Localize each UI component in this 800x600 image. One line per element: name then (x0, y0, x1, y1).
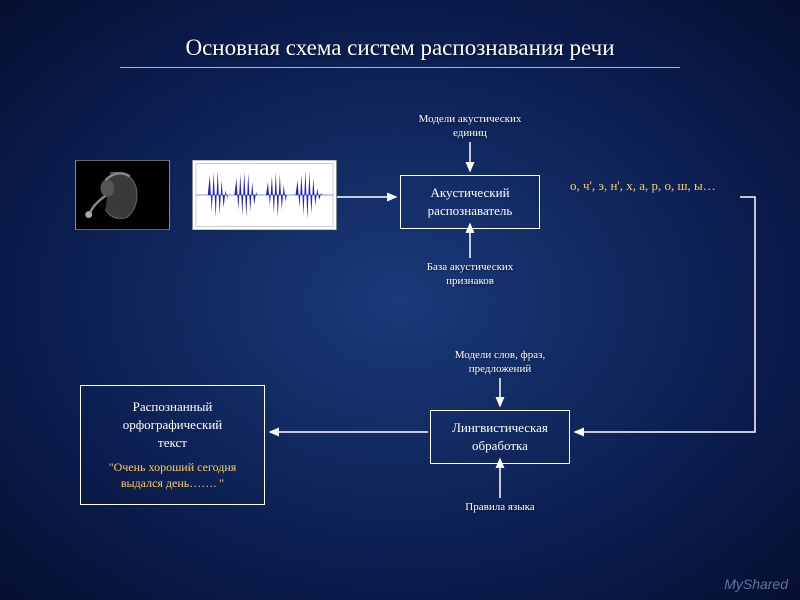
watermark: MyShared (724, 576, 788, 592)
diagram-arrows (0, 0, 800, 600)
